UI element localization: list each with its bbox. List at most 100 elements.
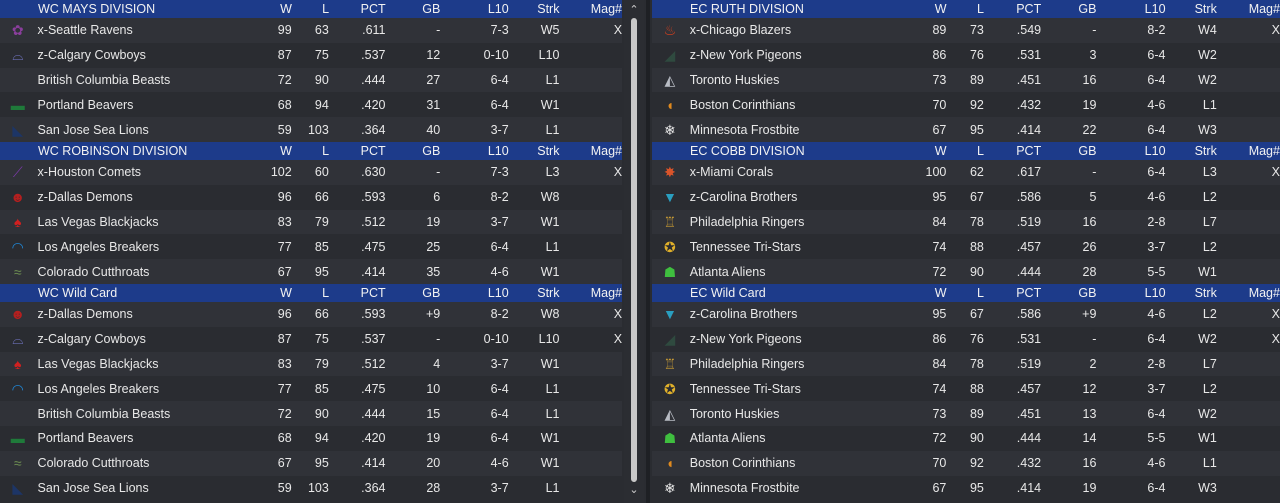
- team-row[interactable]: British Columbia Beasts 72 90 .444 27 6-4 L1: [0, 67, 622, 93]
- team-row[interactable]: British Columbia Beasts 72 90 .444 15 6-4 L1: [0, 401, 622, 426]
- team-name-link[interactable]: Atlanta Aliens: [689, 431, 766, 446]
- team-name-link[interactable]: Tennessee Tri-Stars: [689, 381, 801, 396]
- team-name-link[interactable]: x-Chicago Blazers: [689, 23, 792, 38]
- team-name-link[interactable]: British Columbia Beasts: [37, 72, 171, 87]
- team-name-link[interactable]: Minnesota Frostbite: [689, 122, 800, 137]
- column-header-w[interactable]: W: [280, 285, 292, 300]
- column-header-gb[interactable]: GB: [422, 143, 441, 158]
- column-header-mag[interactable]: Mag#: [1248, 2, 1280, 16]
- team-row[interactable]: ▬ Portland Beavers 68 94 .420 19 6-4 W1: [0, 425, 622, 451]
- team-row[interactable]: ▼ z-Carolina Brothers 95 67 .586 +9 4-6 L2 X: [652, 301, 1280, 327]
- column-header-l10[interactable]: L10: [1144, 143, 1166, 158]
- column-header-strk[interactable]: Strk: [1194, 285, 1217, 300]
- team-name-link[interactable]: San Jose Sea Lions: [37, 122, 149, 137]
- team-name-link[interactable]: Los Angeles Breakers: [37, 381, 160, 396]
- team-name-link[interactable]: Minnesota Frostbite: [689, 480, 800, 495]
- column-header-strk[interactable]: Strk: [537, 2, 560, 16]
- team-row[interactable]: ◖ Boston Corinthians 70 92 .432 16 4-6 L1: [652, 450, 1280, 476]
- team-row[interactable]: ▬ Portland Beavers 68 94 .420 31 6-4 W1: [0, 92, 622, 118]
- column-header-pct[interactable]: PCT: [1016, 285, 1042, 300]
- team-row[interactable]: ♖ Philadelphia Ringers 84 78 .519 16 2-8 L7: [652, 209, 1280, 235]
- team-row[interactable]: ≈ Colorado Cutthroats 67 95 .414 35 4-6 W1: [0, 259, 622, 284]
- team-name-link[interactable]: Los Angeles Breakers: [37, 239, 160, 254]
- team-row[interactable]: ⌓ z-Calgary Cowboys 87 75 .537 - 0-10 L10 X: [0, 326, 622, 352]
- team-row[interactable]: ◖ Boston Corinthians 70 92 .432 19 4-6 L1: [652, 92, 1280, 118]
- team-name-link[interactable]: z-New York Pigeons: [689, 48, 802, 63]
- team-row[interactable]: ◢ z-New York Pigeons 86 76 .531 - 6-4 W2 X: [652, 326, 1280, 352]
- team-row[interactable]: ✸ x-Miami Corals 100 62 .617 - 6-4 L3 X: [652, 159, 1280, 185]
- team-name-link[interactable]: Atlanta Aliens: [689, 264, 766, 279]
- vertical-scrollbar[interactable]: ⌃ ⌄: [624, 0, 644, 503]
- team-name-link[interactable]: Portland Beavers: [37, 97, 134, 112]
- scroll-down-arrow-icon[interactable]: ⌄: [629, 484, 639, 496]
- team-name-link[interactable]: z-Dallas Demons: [37, 307, 133, 322]
- team-name-link[interactable]: z-Calgary Cowboys: [37, 48, 146, 63]
- team-row[interactable]: ◠ Los Angeles Breakers 77 85 .475 25 6-4 L1: [0, 234, 622, 260]
- column-header-l[interactable]: L: [322, 285, 330, 300]
- column-header-l[interactable]: L: [977, 143, 984, 158]
- column-header-strk[interactable]: Strk: [537, 285, 560, 300]
- team-row[interactable]: ♨ x-Chicago Blazers 89 73 .549 - 8-2 W4 X: [652, 18, 1280, 43]
- team-row[interactable]: ◭ Toronto Huskies 73 89 .451 16 6-4 W2: [652, 67, 1280, 93]
- column-header-w[interactable]: W: [934, 285, 947, 300]
- column-header-mag[interactable]: Mag#: [590, 143, 622, 158]
- column-header-pct[interactable]: PCT: [1016, 143, 1042, 158]
- column-header-w[interactable]: W: [280, 143, 292, 158]
- column-header-mag[interactable]: Mag#: [590, 285, 622, 300]
- team-name-link[interactable]: z-Dallas Demons: [37, 190, 133, 205]
- column-header-l10[interactable]: L10: [487, 285, 509, 300]
- column-header-mag[interactable]: Mag#: [1248, 143, 1280, 158]
- team-row[interactable]: ☻ z-Dallas Demons 96 66 .593 +9 8-2 W8 X: [0, 301, 622, 327]
- column-header-pct[interactable]: PCT: [1016, 2, 1042, 16]
- column-header-l10[interactable]: L10: [1144, 2, 1166, 16]
- column-header-gb[interactable]: GB: [1078, 143, 1097, 158]
- team-row[interactable]: ♠ Las Vegas Blackjacks 83 79 .512 4 3-7 W1: [0, 351, 622, 377]
- column-header-l10[interactable]: L10: [1144, 285, 1166, 300]
- team-name-link[interactable]: x-Miami Corals: [689, 165, 774, 180]
- column-header-mag[interactable]: Mag#: [590, 2, 622, 16]
- team-name-link[interactable]: x-Houston Comets: [37, 165, 142, 180]
- team-row[interactable]: ✿ x-Seattle Ravens 99 63 .611 - 7-3 W5 X: [0, 18, 622, 43]
- team-row[interactable]: ◠ Los Angeles Breakers 77 85 .475 10 6-4 L1: [0, 376, 622, 402]
- column-header-gb[interactable]: GB: [422, 285, 441, 300]
- team-name-link[interactable]: Colorado Cutthroats: [37, 264, 150, 279]
- team-row[interactable]: ✪ Tennessee Tri-Stars 74 88 .457 26 3-7 L2: [652, 234, 1280, 260]
- scrollbar-thumb[interactable]: [631, 18, 637, 482]
- team-name-link[interactable]: z-Calgary Cowboys: [37, 332, 146, 347]
- team-row[interactable]: ◣ San Jose Sea Lions 59 103 .364 40 3-7 L1: [0, 117, 622, 142]
- column-header-gb[interactable]: GB: [422, 2, 441, 16]
- column-header-w[interactable]: W: [934, 2, 947, 16]
- team-name-link[interactable]: Toronto Huskies: [689, 406, 780, 421]
- column-header-pct[interactable]: PCT: [360, 285, 386, 300]
- team-row[interactable]: ◭ Toronto Huskies 73 89 .451 13 6-4 W2: [652, 401, 1280, 426]
- team-row[interactable]: ◢ z-New York Pigeons 86 76 .531 3 6-4 W2: [652, 42, 1280, 68]
- team-name-link[interactable]: San Jose Sea Lions: [37, 480, 149, 495]
- column-header-l10[interactable]: L10: [487, 2, 509, 16]
- team-name-link[interactable]: Las Vegas Blackjacks: [37, 356, 159, 371]
- column-header-l[interactable]: L: [977, 2, 984, 16]
- team-name-link[interactable]: Toronto Huskies: [689, 72, 780, 87]
- column-header-l[interactable]: L: [322, 143, 330, 158]
- column-header-w[interactable]: W: [934, 143, 947, 158]
- team-row[interactable]: ⌓ z-Calgary Cowboys 87 75 .537 12 0-10 L10: [0, 42, 622, 68]
- team-row[interactable]: ✪ Tennessee Tri-Stars 74 88 .457 12 3-7 L2: [652, 376, 1280, 402]
- column-header-strk[interactable]: Strk: [537, 143, 560, 158]
- team-name-link[interactable]: z-Carolina Brothers: [689, 307, 798, 322]
- column-header-strk[interactable]: Strk: [1194, 143, 1217, 158]
- team-name-link[interactable]: Philadelphia Ringers: [689, 356, 805, 371]
- team-row[interactable]: ♖ Philadelphia Ringers 84 78 .519 2 2-8 L7: [652, 351, 1280, 377]
- team-name-link[interactable]: Tennessee Tri-Stars: [689, 239, 801, 254]
- column-header-l[interactable]: L: [322, 2, 330, 16]
- column-header-gb[interactable]: GB: [1078, 285, 1097, 300]
- team-row[interactable]: ⟋ x-Houston Comets 102 60 .630 - 7-3 L3 X: [0, 159, 622, 185]
- column-header-l[interactable]: L: [977, 285, 984, 300]
- column-header-l10[interactable]: L10: [487, 143, 509, 158]
- team-name-link[interactable]: Las Vegas Blackjacks: [37, 214, 159, 229]
- team-row[interactable]: ≈ Colorado Cutthroats 67 95 .414 20 4-6 W1: [0, 450, 622, 476]
- team-name-link[interactable]: Philadelphia Ringers: [689, 214, 805, 229]
- team-row[interactable]: ▼ z-Carolina Brothers 95 67 .586 5 4-6 L2: [652, 184, 1280, 210]
- team-row[interactable]: ☗ Atlanta Aliens 72 90 .444 28 5-5 W1: [652, 259, 1280, 284]
- team-row[interactable]: ❄ Minnesota Frostbite 67 95 .414 19 6-4 W3: [652, 475, 1280, 501]
- team-name-link[interactable]: Portland Beavers: [37, 431, 134, 446]
- team-row[interactable]: ♠ Las Vegas Blackjacks 83 79 .512 19 3-7 W1: [0, 209, 622, 235]
